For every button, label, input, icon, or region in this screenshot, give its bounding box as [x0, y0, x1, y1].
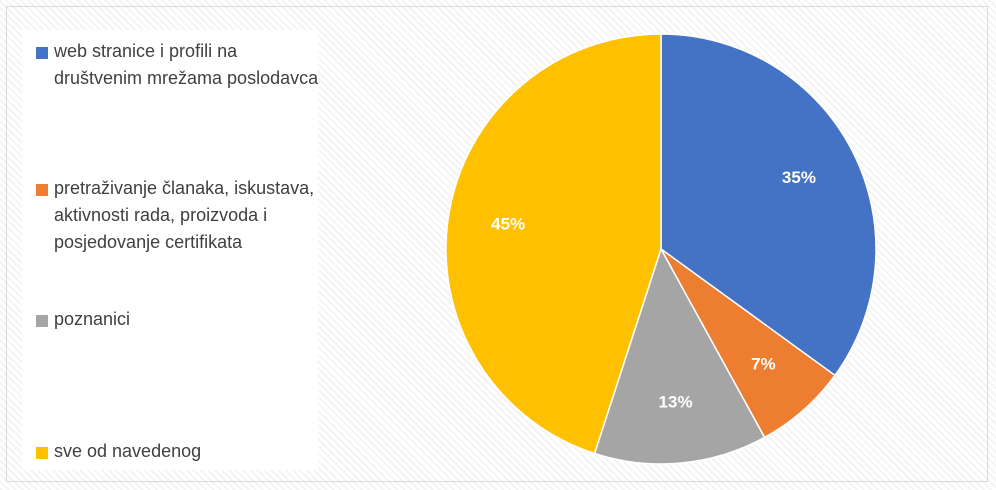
legend-swatch [36, 447, 48, 459]
legend-swatch [36, 315, 48, 327]
legend-item: poznanici [34, 306, 324, 333]
legend-swatch [36, 184, 48, 196]
legend-label: web stranice i profili na društvenim mre… [54, 41, 319, 88]
data-label: 7% [751, 355, 776, 374]
chart-frame [6, 6, 988, 482]
pie-slice [593, 247, 766, 465]
pie-slice [445, 33, 662, 455]
legend-item: pretraživanje članaka, iskustava, aktivn… [34, 175, 324, 256]
legend-label: poznanici [54, 309, 131, 329]
legend-label: pretraživanje članaka, iskustava, aktivn… [54, 178, 315, 252]
data-label: 45% [491, 214, 525, 233]
data-label: 35% [782, 168, 816, 187]
data-label: 13% [659, 393, 693, 412]
legend-swatch [36, 47, 48, 59]
pie-slice [660, 33, 877, 377]
legend-item: web stranice i profili na društvenim mre… [34, 38, 324, 92]
legend-label: sve od navedenog [54, 441, 202, 461]
legend: web stranice i profili na društvenim mre… [22, 30, 318, 470]
legend-item: sve od navedenog [34, 438, 324, 465]
